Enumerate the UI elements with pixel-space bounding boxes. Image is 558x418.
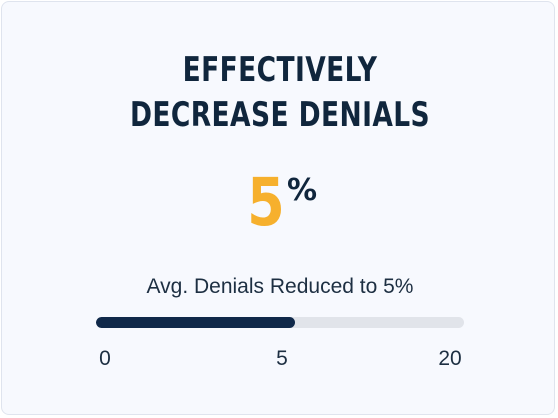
tick-label-mid: 5 bbox=[276, 347, 288, 370]
card-title: EFFECTIVELY DECREASE DENIALS bbox=[63, 48, 497, 138]
metric-value: 5 bbox=[247, 164, 285, 241]
tick-label-min: 0 bbox=[99, 347, 111, 370]
metric-display: 5% bbox=[2, 170, 558, 240]
progress-fill bbox=[96, 317, 295, 328]
title-line-1: EFFECTIVELY bbox=[182, 50, 378, 90]
tick-label-max: 20 bbox=[438, 347, 462, 370]
progress-track bbox=[96, 317, 464, 328]
metric-unit: % bbox=[286, 173, 317, 208]
title-line-2: DECREASE DENIALS bbox=[129, 95, 431, 135]
metric-caption: Avg. Denials Reduced to 5% bbox=[146, 275, 414, 298]
